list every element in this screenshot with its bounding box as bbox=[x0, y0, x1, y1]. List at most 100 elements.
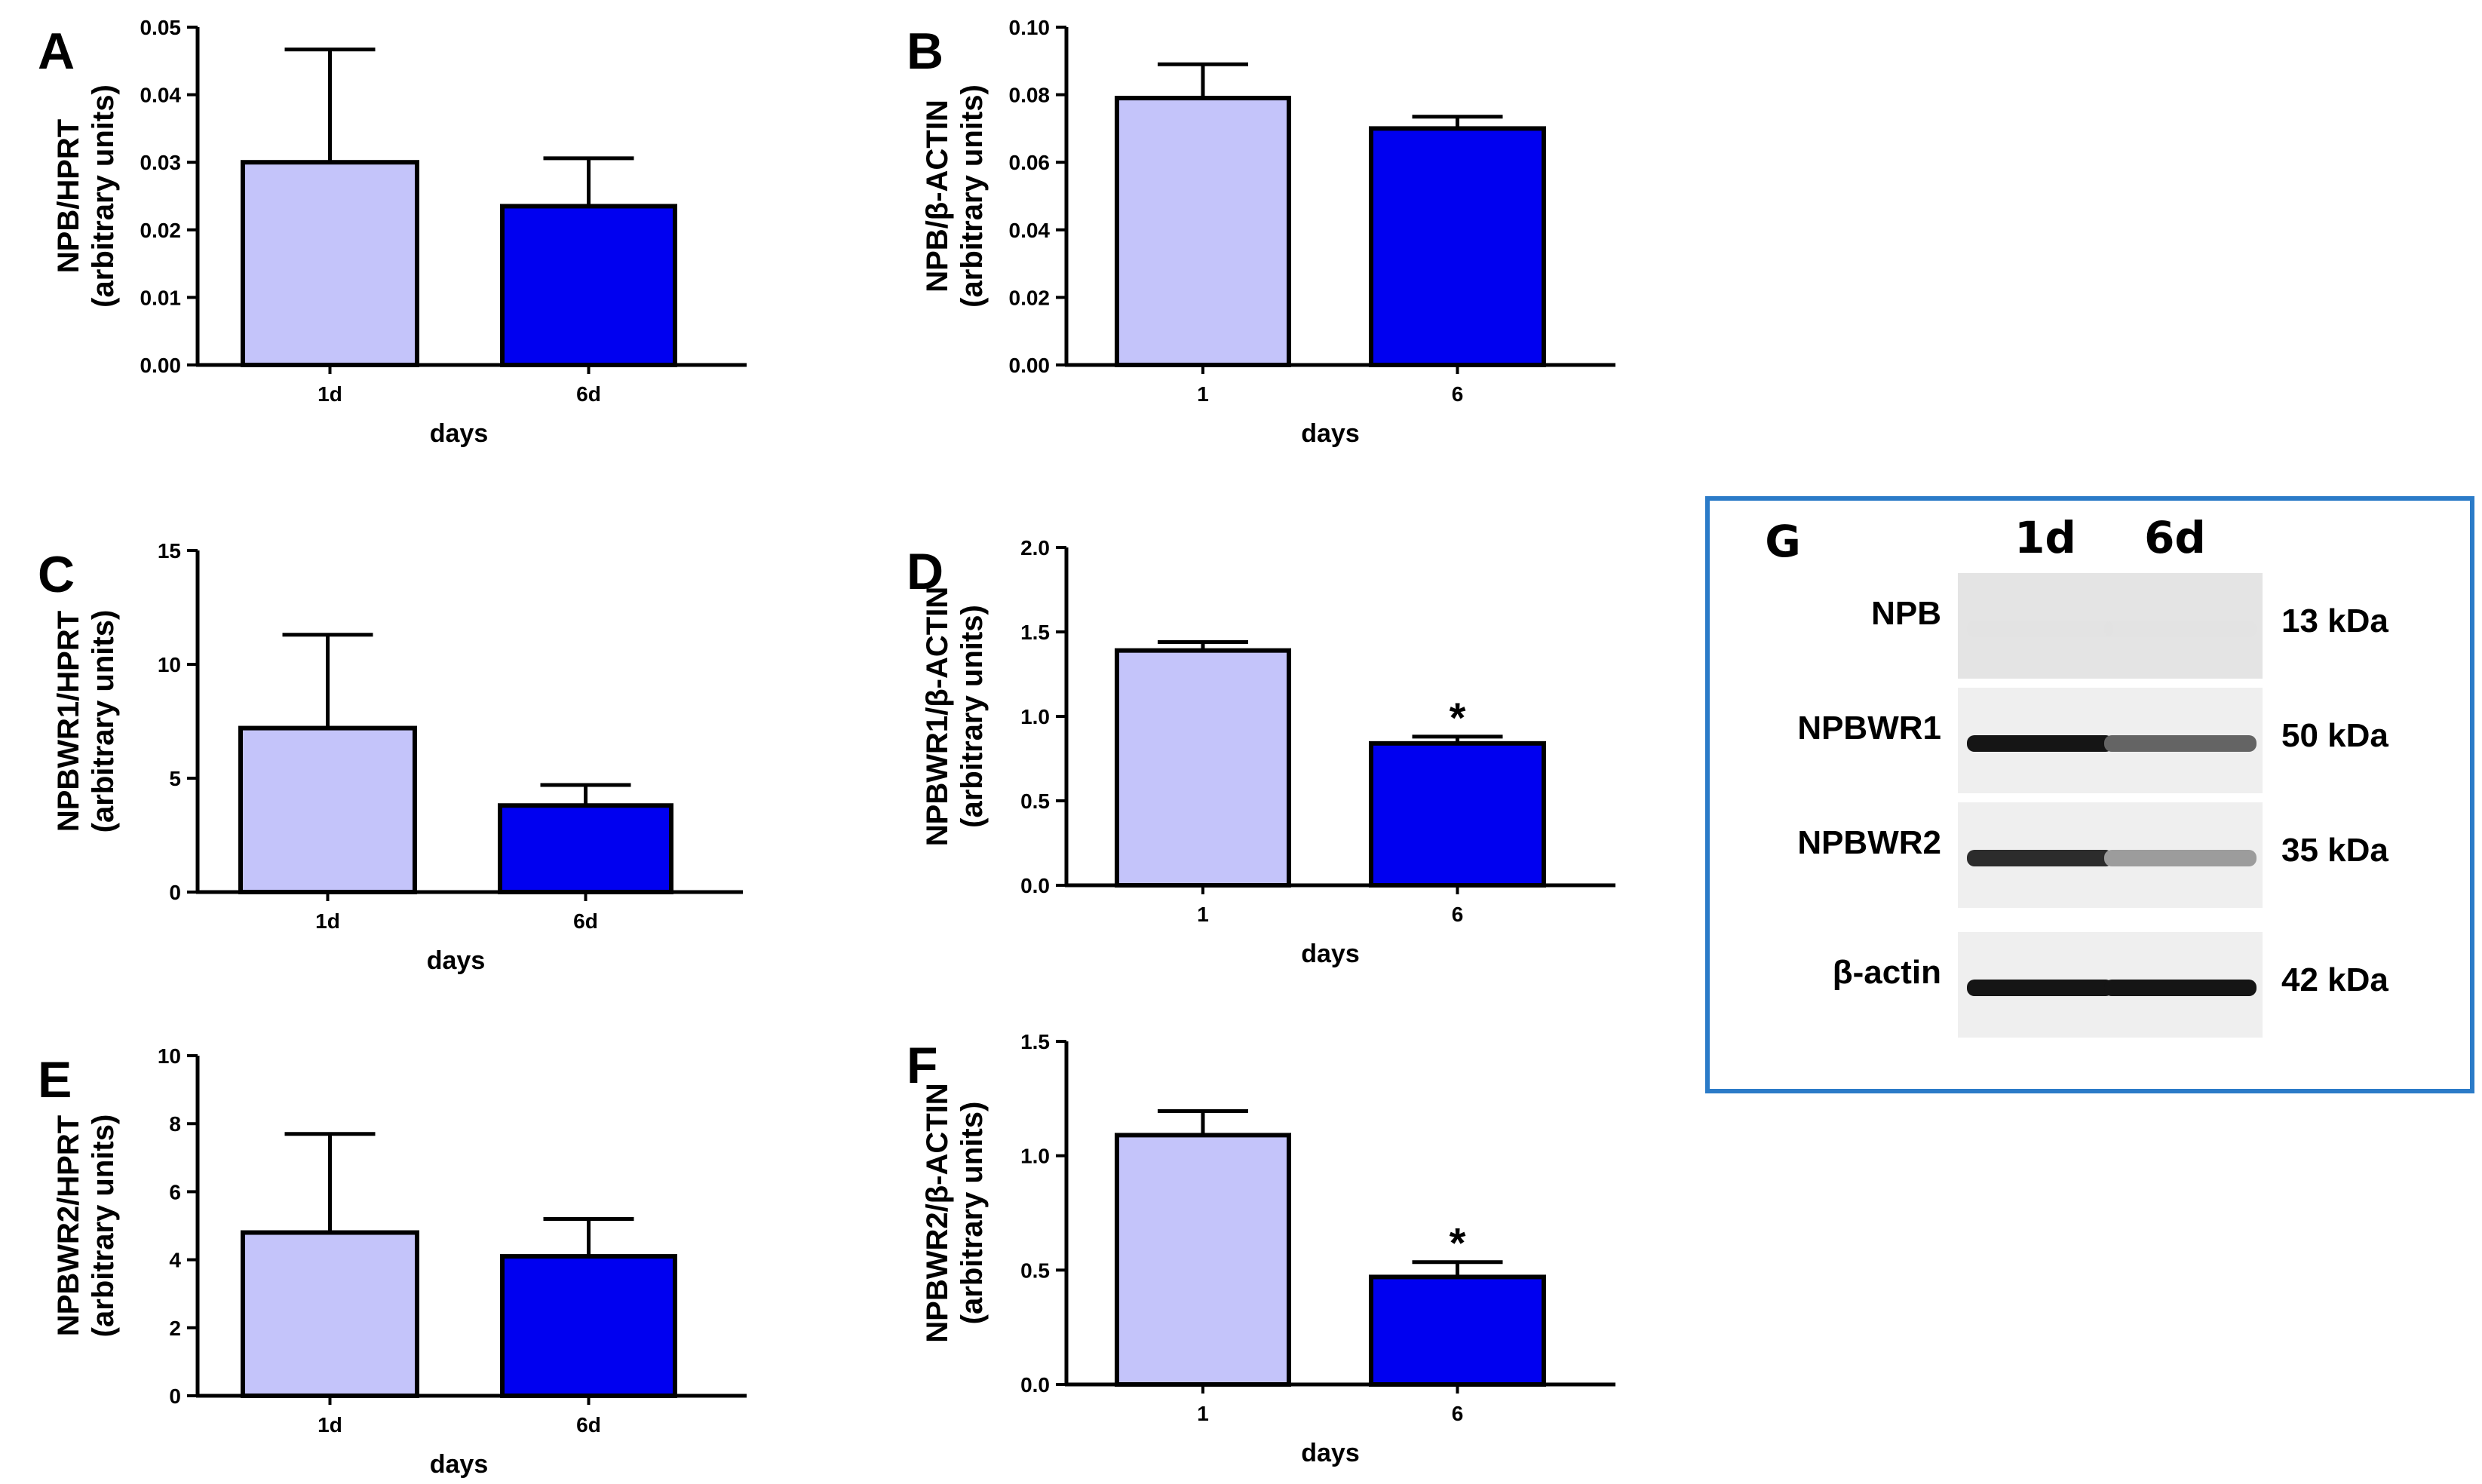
y-tick-label: 0.0 bbox=[1020, 874, 1050, 897]
x-tick-label: 6 bbox=[1452, 903, 1464, 926]
panel-letter-g: G bbox=[1765, 516, 1801, 567]
y-tick-label: 0.04 bbox=[140, 84, 182, 107]
y-tick-label: 0.05 bbox=[140, 16, 182, 39]
y-axis-label: NPBWR1/β-ACTIN bbox=[921, 587, 954, 846]
y-tick-label: 10 bbox=[158, 653, 181, 676]
blot-weight-label: 50 kDa bbox=[2281, 717, 2388, 754]
y-axis-label: NPBWR2/β-ACTIN bbox=[921, 1083, 954, 1342]
bar bbox=[1369, 126, 1546, 367]
blot-band bbox=[2104, 850, 2257, 866]
x-tick-label: 1d bbox=[315, 909, 340, 933]
y-axis-label: NPB/HPRT bbox=[52, 119, 85, 273]
y-tick-label: 1.0 bbox=[1020, 1145, 1050, 1168]
blot-band bbox=[2104, 735, 2257, 752]
bar bbox=[1369, 740, 1546, 888]
x-tick-label: 1d bbox=[318, 382, 342, 406]
y-axis-label-units: (arbitrary units) bbox=[956, 1102, 989, 1325]
y-axis-label-units: (arbitrary units) bbox=[87, 1115, 120, 1338]
bar bbox=[241, 1230, 419, 1399]
x-axis-label: days bbox=[427, 946, 486, 975]
blot-lane-label-2: 6d bbox=[2144, 512, 2206, 563]
significance-marker: * bbox=[1450, 694, 1466, 741]
x-axis-label: days bbox=[1301, 940, 1360, 968]
y-tick-label: 0.02 bbox=[140, 219, 182, 242]
x-tick-label: 6 bbox=[1452, 1402, 1464, 1425]
y-tick-label: 0.5 bbox=[1020, 1259, 1050, 1282]
x-tick-label: 1d bbox=[318, 1413, 342, 1436]
blot-band bbox=[1967, 850, 2113, 866]
significance-marker: * bbox=[1450, 1219, 1466, 1267]
blot-protein-label: NPB bbox=[1871, 595, 1941, 632]
y-axis-label-units: (arbitrary units) bbox=[956, 605, 989, 828]
y-tick-label: 1.0 bbox=[1020, 705, 1050, 728]
y-axis-label-units: (arbitrary units) bbox=[87, 610, 120, 833]
bar bbox=[1115, 648, 1291, 888]
y-tick-label: 0.06 bbox=[1009, 151, 1051, 174]
y-tick-label: 0.02 bbox=[1009, 286, 1051, 309]
y-tick-label: 10 bbox=[158, 1044, 181, 1068]
blot-weight-label: 13 kDa bbox=[2281, 602, 2388, 639]
chart-panel-a: A 1d 6d 0.00 0.01 0.02 0.03 0.04 0.05 days NPB/HPR… bbox=[38, 16, 747, 448]
x-tick-label: 1 bbox=[1197, 382, 1209, 406]
y-tick-label: 6 bbox=[169, 1180, 181, 1203]
y-tick-label: 1.5 bbox=[1020, 621, 1050, 644]
blot-band bbox=[1967, 980, 2113, 996]
blot-lane-label-1: 1d bbox=[2014, 512, 2076, 563]
panel-letter: D bbox=[907, 543, 943, 600]
bar bbox=[241, 160, 419, 367]
y-tick-label: 0.10 bbox=[1009, 16, 1051, 39]
y-axis-label: NPBWR1/HPRT bbox=[52, 611, 85, 832]
y-axis-label: NPB/β-ACTIN bbox=[921, 100, 954, 293]
y-tick-label: 2.0 bbox=[1020, 536, 1050, 560]
bar bbox=[500, 1254, 677, 1398]
blot-band bbox=[1967, 735, 2113, 752]
panel-letter: A bbox=[38, 23, 75, 80]
x-tick-label: 1 bbox=[1197, 903, 1209, 926]
x-axis-label: days bbox=[430, 419, 489, 448]
x-tick-label: 6 bbox=[1452, 382, 1464, 406]
bar bbox=[238, 725, 417, 894]
blot-protein-label: NPBWR2 bbox=[1797, 824, 1941, 861]
chart-panel-e: E 1d 6d 0 2 4 6 8 10 days NPBWR2/HPRT (arbitrary un… bbox=[38, 1044, 747, 1479]
blot-band bbox=[2104, 621, 2257, 637]
y-tick-label: 0 bbox=[169, 881, 181, 904]
y-tick-label: 0.0 bbox=[1020, 1373, 1050, 1397]
blot-rows: NPB 13 kDa NPBWR1 50 kDa NPBWR2 35 kDa β-actin… bbox=[1797, 573, 2388, 1038]
y-axis-label-units: (arbitrary units) bbox=[87, 84, 120, 308]
panel-letter: E bbox=[38, 1051, 72, 1108]
x-axis-label: days bbox=[1301, 419, 1360, 448]
y-tick-label: 0.01 bbox=[140, 286, 182, 309]
y-tick-label: 0.5 bbox=[1020, 790, 1050, 813]
panel-letter: B bbox=[907, 23, 943, 80]
y-tick-label: 8 bbox=[169, 1112, 181, 1136]
y-tick-label: 0.03 bbox=[140, 151, 182, 174]
y-tick-label: 15 bbox=[158, 539, 181, 563]
blot-band bbox=[1967, 621, 2113, 637]
x-tick-label: 6d bbox=[576, 1413, 601, 1436]
panel-letter: C bbox=[38, 546, 75, 603]
y-tick-label: 1.5 bbox=[1020, 1030, 1050, 1053]
y-tick-label: 0.04 bbox=[1009, 219, 1051, 242]
blot-strip bbox=[1958, 573, 2263, 679]
chart-panel-b: B 1 6 0.00 0.02 0.04 0.06 0.08 0.10 days NPB/β-ACT… bbox=[907, 16, 1615, 448]
chart-panel-c: C 1d 6d 0 5 10 15 days NPBWR1/HPRT (arbitrary uni… bbox=[38, 539, 743, 975]
y-axis-label-units: (arbitrary units) bbox=[956, 84, 989, 308]
x-axis-label: days bbox=[1301, 1439, 1360, 1467]
bar bbox=[498, 803, 673, 894]
blot-weight-label: 35 kDa bbox=[2281, 832, 2388, 869]
y-tick-label: 2 bbox=[169, 1317, 181, 1340]
bar bbox=[1115, 96, 1291, 368]
blot-band bbox=[2104, 980, 2257, 996]
y-axis-label: NPBWR2/HPRT bbox=[52, 1115, 85, 1336]
panel-letter: F bbox=[907, 1037, 938, 1094]
blot-weight-label: 42 kDa bbox=[2281, 961, 2388, 998]
western-blot-panel: G 1d 6d NPB 13 kDa NPBWR1 50 kDa NPBWR2 35 kD… bbox=[1705, 496, 2474, 1093]
chart-panel-f: F 1 * 6 0.0 0.5 1.0 1.5 days NPBWR2/β-ACTIN (arbit… bbox=[907, 1030, 1615, 1467]
blot-protein-label: NPBWR1 bbox=[1797, 710, 1941, 747]
bar bbox=[500, 204, 677, 367]
x-tick-label: 6d bbox=[573, 909, 598, 933]
y-tick-label: 0.08 bbox=[1009, 84, 1051, 107]
x-tick-label: 1 bbox=[1197, 1402, 1209, 1425]
x-axis-label: days bbox=[430, 1450, 489, 1479]
